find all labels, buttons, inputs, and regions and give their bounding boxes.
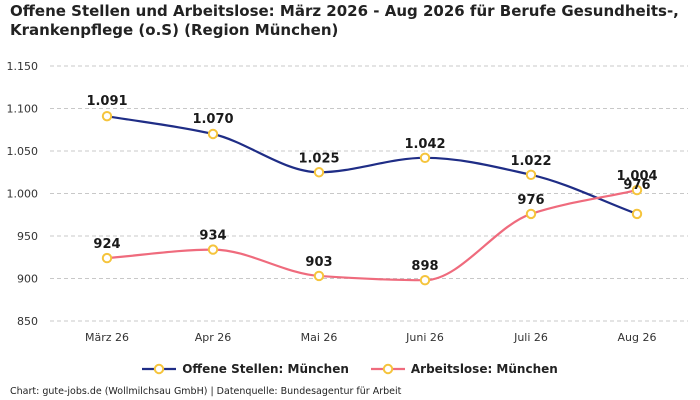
series-markers: [101, 110, 643, 286]
data-label: 898: [411, 259, 438, 274]
series-lines: [106, 115, 638, 282]
data-label: 1.042: [404, 137, 445, 152]
legend-label: Arbeitslose: München: [410, 362, 558, 376]
y-tick-label: 900: [17, 273, 38, 286]
x-axis-tick-labels: März 26 Apr 26 Mai 26 Juni 26 Juli 26 Aug 26: [85, 331, 657, 344]
data-label: 1.004: [616, 169, 657, 184]
data-point[interactable]: [207, 128, 219, 140]
x-tick-label: März 26: [85, 331, 129, 344]
x-tick-label: Mai 26: [301, 331, 338, 344]
data-label: 903: [305, 255, 332, 270]
data-label: 934: [199, 229, 226, 244]
y-tick-label: 1.050: [7, 145, 39, 158]
series-line: [106, 189, 638, 282]
y-tick-label: 1.000: [7, 188, 39, 201]
legend-label: Offene Stellen: München: [182, 362, 349, 376]
data-point[interactable]: [419, 275, 431, 286]
data-point[interactable]: [313, 167, 325, 178]
y-tick-label: 850: [17, 315, 38, 328]
data-label: 976: [623, 178, 650, 193]
legend-item-arbeitslose[interactable]: Arbeitslose: München: [370, 362, 558, 376]
x-tick-label: Juli 26: [513, 331, 548, 344]
data-point[interactable]: [313, 270, 325, 282]
data-point[interactable]: [525, 169, 537, 181]
data-label: 1.025: [298, 151, 339, 166]
data-point[interactable]: [101, 252, 113, 264]
x-tick-label: Juni 26: [405, 331, 444, 344]
chart-title: Offene Stellen und Arbeitslose: März 202…: [10, 2, 679, 39]
y-tick-label: 950: [17, 230, 38, 243]
grid-lines: [50, 65, 688, 322]
data-point[interactable]: [631, 208, 643, 220]
data-label: 1.070: [192, 112, 233, 127]
legend-line-marker-icon: [370, 363, 405, 375]
data-point[interactable]: [631, 184, 643, 196]
data-label: 976: [517, 193, 544, 208]
data-label: 1.022: [510, 154, 551, 169]
data-label: 924: [93, 237, 120, 252]
series-line: [106, 115, 638, 215]
data-point[interactable]: [101, 110, 113, 122]
data-label: 1.091: [86, 94, 127, 109]
x-tick-label: Apr 26: [195, 331, 232, 344]
y-tick-label: 1.150: [7, 60, 39, 73]
legend-item-offene-stellen[interactable]: Offene Stellen: München: [142, 362, 349, 376]
y-tick-label: 1.100: [7, 103, 39, 116]
data-point[interactable]: [419, 152, 431, 164]
y-axis-tick-labels: 850 900 950 1.000 1.050 1.100 1.150: [7, 60, 39, 328]
x-tick-label: Aug 26: [618, 331, 657, 344]
source-note: Chart: gute-jobs.de (Wollmilchsau GmbH) …: [10, 386, 402, 397]
data-labels: 1.091 1.070 1.025 1.042 1.022 976 924 934 903 898…: [86, 94, 657, 274]
data-point[interactable]: [207, 244, 219, 255]
data-point[interactable]: [525, 208, 537, 220]
legend: Offene Stellen: München Arbeitslose: Mün…: [0, 362, 700, 376]
legend-line-marker-icon: [142, 363, 177, 375]
